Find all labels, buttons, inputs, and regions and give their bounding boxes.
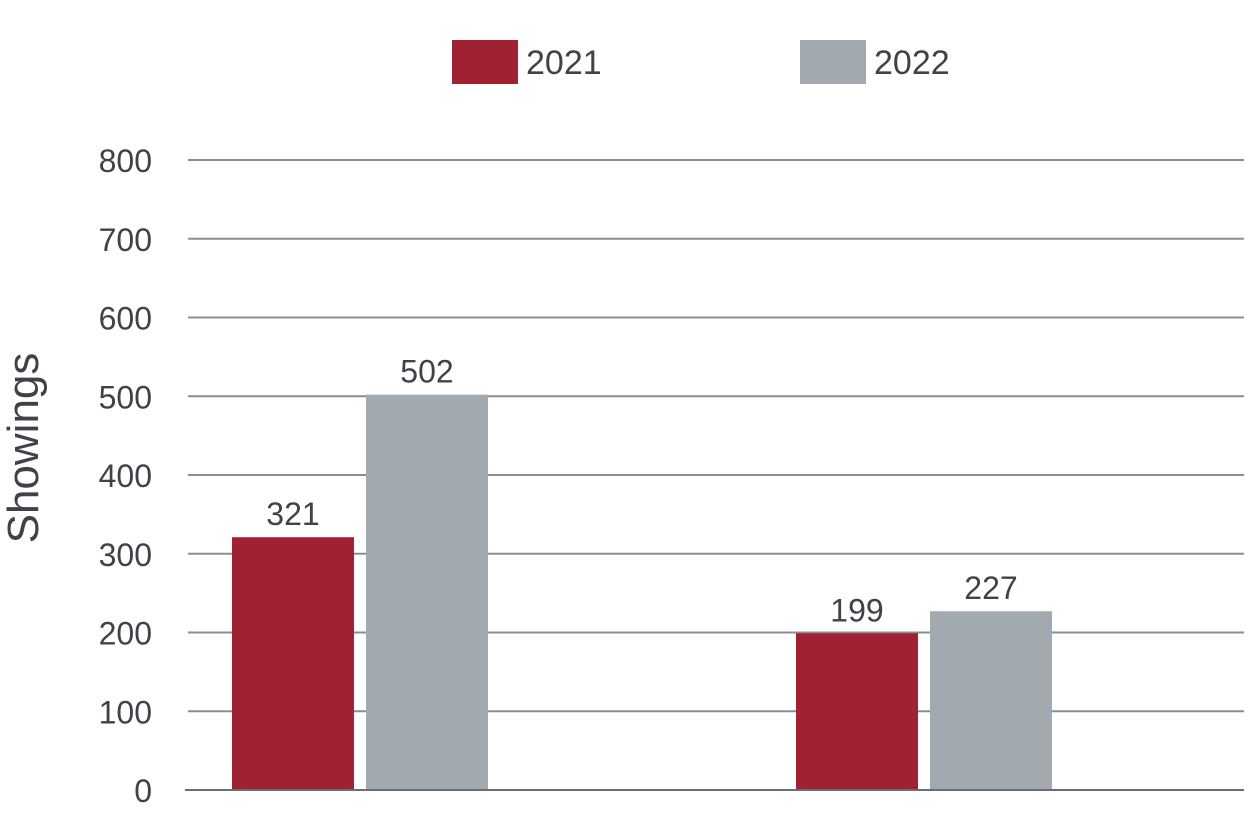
legend-label-2021: 2021 (526, 44, 602, 82)
data-label: 502 (400, 354, 453, 390)
y-tick-label: 300 (99, 537, 152, 573)
legend-swatch-2021 (452, 40, 518, 84)
legend-swatch-2022 (800, 40, 866, 84)
y-tick-label: 800 (99, 143, 152, 179)
y-axis-label: Showings (0, 353, 48, 544)
gridlines (188, 159, 1244, 713)
bar-2022-1 (366, 394, 488, 790)
chart-legend: 2021 2022 (452, 40, 950, 84)
y-tick-label: 100 (99, 694, 152, 730)
y-tick-label: 600 (99, 301, 152, 337)
bar-2022-2 (930, 611, 1052, 790)
data-label: 227 (964, 570, 1017, 606)
y-tick-label: 200 (99, 616, 152, 652)
y-tick-label: 400 (99, 458, 152, 494)
legend-label-2022: 2022 (874, 44, 950, 82)
bars (232, 394, 1052, 790)
data-label: 199 (830, 592, 883, 628)
bar-2021-2 (796, 633, 918, 790)
bar-2021-1 (232, 537, 354, 790)
y-tick-label: 700 (99, 222, 152, 258)
y-tick-label: 0 (134, 773, 152, 809)
data-label: 321 (266, 496, 319, 532)
y-axis-ticks: 0 100 200 300 400 500 600 700 800 (99, 143, 152, 809)
data-labels: 321 502 199 227 (266, 354, 1017, 629)
y-tick-label: 500 (99, 379, 152, 415)
